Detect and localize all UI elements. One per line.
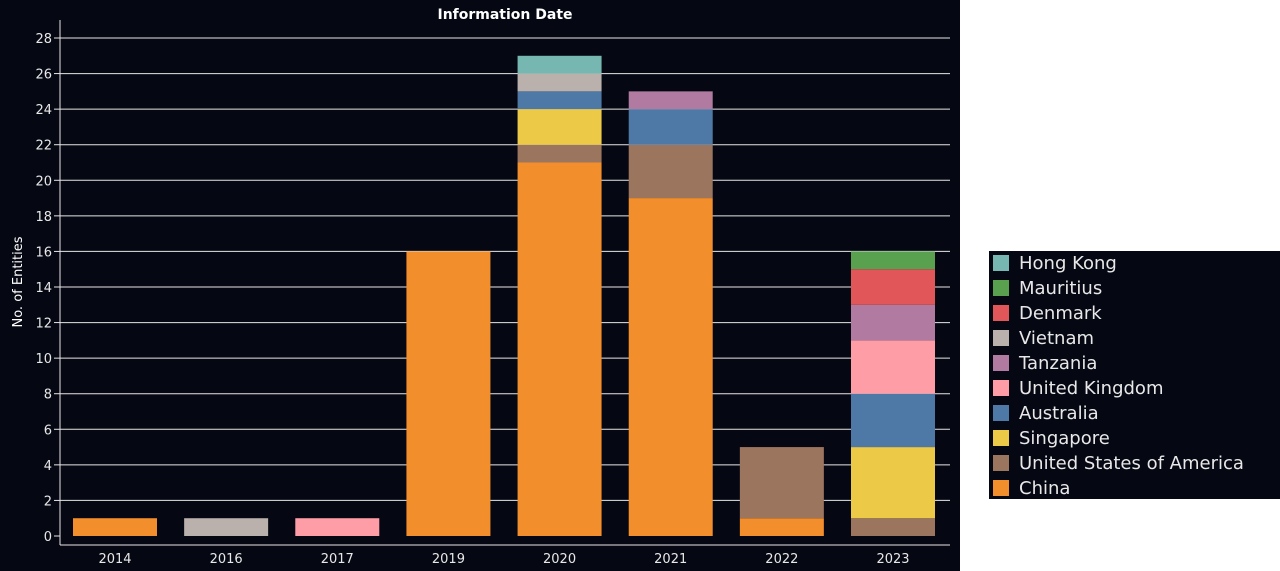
- y-tick-label: 12: [35, 317, 52, 332]
- x-tick-label: 2022: [765, 552, 798, 567]
- legend-label: Denmark: [1019, 302, 1102, 324]
- bar-segment: [851, 518, 935, 536]
- bar-segment: [851, 251, 935, 270]
- bar-segment: [184, 518, 269, 536]
- y-tick-label: 8: [44, 388, 52, 403]
- legend-label: Hong Kong: [1019, 252, 1117, 274]
- legend: Hong Kong Mauritius Denmark Vietnam Tanzania…: [989, 251, 1280, 499]
- x-tick-label: 2017: [321, 552, 354, 567]
- legend-swatch: [993, 355, 1009, 371]
- y-tick-label: 14: [35, 281, 52, 296]
- bar-segment: [628, 91, 713, 110]
- bar-segment: [73, 518, 157, 536]
- axes: [59, 20, 950, 546]
- legend-label: Mauritius: [1019, 277, 1103, 299]
- bar-segment: [739, 447, 824, 519]
- bar-segment: [517, 144, 602, 163]
- y-axis-label: No. of Entities: [11, 236, 26, 327]
- y-tick-label: 10: [35, 352, 52, 367]
- bar-segment: [517, 55, 602, 74]
- bar-segment: [851, 340, 935, 394]
- bar-segment: [628, 144, 713, 199]
- legend-swatch: [993, 405, 1009, 421]
- x-tick-label: 2019: [432, 552, 465, 567]
- bar-segment: [851, 304, 935, 341]
- stacked-bar-chart: Information Date No. of Entities 0246810…: [11, 7, 950, 567]
- bar-segment: [628, 198, 713, 537]
- bar-segment: [851, 447, 935, 519]
- legend-label: Tanzania: [1019, 352, 1098, 374]
- y-tick-label: 18: [35, 210, 52, 225]
- bar-segment: [517, 162, 602, 536]
- legend-swatch: [993, 305, 1009, 321]
- bar-segment: [739, 518, 824, 536]
- y-tick-label: 4: [44, 459, 52, 474]
- legend-item: Hong Kong: [993, 252, 1117, 274]
- x-tick-label: 2014: [98, 552, 131, 567]
- y-tick-label: 28: [35, 32, 52, 47]
- y-tick-label: 0: [44, 530, 52, 545]
- chart-title: Information Date: [437, 7, 572, 23]
- bar-segment: [517, 109, 602, 145]
- legend-swatch: [993, 480, 1009, 496]
- legend-item: Mauritius: [993, 277, 1103, 299]
- legend-item: United States of America: [993, 452, 1244, 474]
- bars: [73, 55, 935, 537]
- y-tick-label: 24: [35, 103, 52, 118]
- y-tick-label: 16: [35, 245, 52, 260]
- y-tick-label: 6: [44, 423, 52, 438]
- legend-label: United States of America: [1019, 452, 1244, 474]
- legend-label: United Kingdom: [1019, 377, 1164, 399]
- legend-swatch: [993, 280, 1009, 296]
- bar-segment: [517, 91, 602, 110]
- x-tick-labels: 2014 2016 2017 2019 2020 2021 2022 2023: [98, 552, 909, 567]
- legend-item: Denmark: [993, 302, 1102, 324]
- bar-segment: [517, 73, 602, 92]
- y-tick-label: 26: [35, 68, 52, 83]
- chart-panel: Information Date No. of Entities 0 2 4 6 8 10…: [0, 0, 960, 571]
- y-tick-label: 20: [35, 174, 52, 189]
- bar-segment: [406, 251, 491, 536]
- x-tick-label: 2016: [210, 552, 243, 567]
- x-tick-label: 2023: [876, 552, 909, 567]
- bar-segment: [851, 269, 935, 305]
- x-tick-label: 2020: [543, 552, 576, 567]
- y-tick-label: 2: [44, 494, 52, 509]
- legend-swatch: [993, 430, 1009, 446]
- bar-segment: [628, 109, 713, 145]
- legend-item: Tanzania: [993, 352, 1098, 374]
- legend-label: China: [1019, 477, 1071, 499]
- legend-swatch: [993, 330, 1009, 346]
- legend-swatch: [993, 455, 1009, 471]
- y-tick-label: 22: [35, 139, 52, 154]
- legend-item: Singapore: [993, 427, 1110, 449]
- legend-label: Australia: [1019, 402, 1099, 424]
- bar-segment: [851, 393, 935, 448]
- legend-swatch: [993, 255, 1009, 271]
- legend-swatch: [993, 380, 1009, 396]
- x-tick-label: 2021: [654, 552, 687, 567]
- legend-label: Vietnam: [1019, 327, 1095, 349]
- legend-item: Australia: [993, 402, 1099, 424]
- legend-item: United Kingdom: [993, 377, 1164, 399]
- gridlines: [54, 37, 950, 537]
- legend-label: Singapore: [1019, 427, 1110, 449]
- legend-item: Vietnam: [993, 327, 1095, 349]
- legend-item: China: [993, 477, 1071, 499]
- bar-segment: [295, 518, 380, 536]
